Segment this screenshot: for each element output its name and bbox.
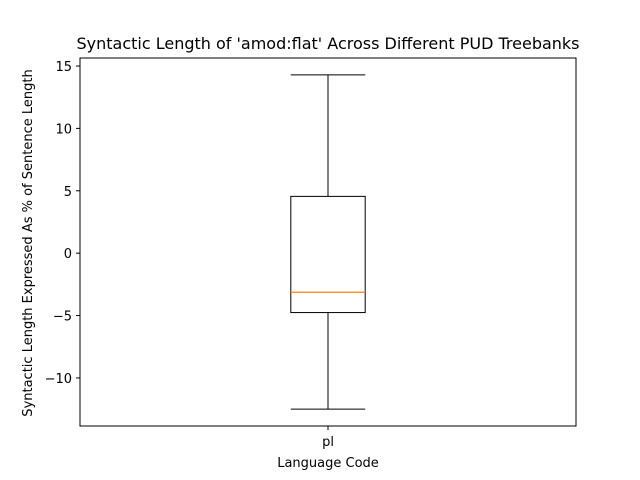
y-tick-label: 0: [64, 247, 72, 262]
y-tick-label: 10: [55, 122, 72, 137]
chart-title: Syntactic Length of 'amod:flat' Across D…: [76, 34, 579, 53]
x-axis-label: Language Code: [277, 456, 379, 471]
y-tick-label: 15: [55, 60, 72, 75]
x-tick-label: pl: [322, 435, 334, 450]
y-tick-label: 5: [64, 185, 72, 200]
iqr-box: [290, 195, 366, 314]
y-axis-label: Syntactic Length Expressed As % of Sente…: [21, 69, 36, 416]
y-tick-label: −5: [53, 310, 72, 325]
plot-area: −10 −5 0 5 10 15 pl: [45, 57, 577, 450]
y-tick-label: −10: [45, 372, 72, 387]
